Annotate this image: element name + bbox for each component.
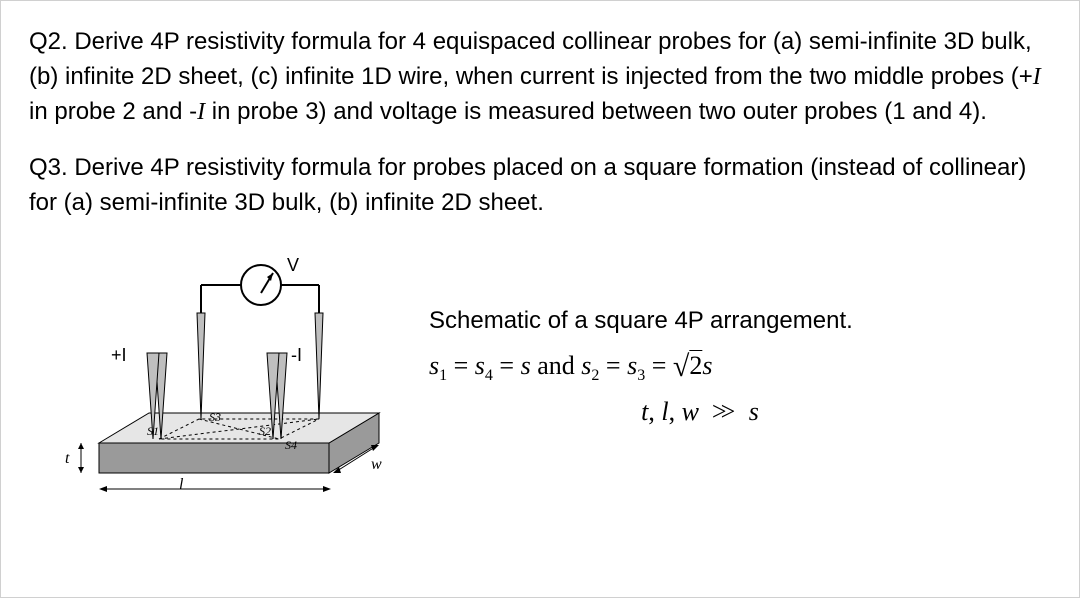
probe-V-right (315, 313, 323, 419)
label-minus-I: -I (291, 345, 302, 365)
eq1-s1-s: s (429, 351, 439, 380)
eq1-sqrt-arg: 2 (689, 351, 702, 380)
probe-V-left (197, 313, 205, 419)
eq1-s4-sub: 4 (485, 367, 493, 384)
sqrt-symbol: √ (673, 350, 689, 383)
label-plus-I: +I (111, 345, 127, 365)
eq2-sep2: , (669, 397, 682, 426)
eq1-eq3: = (606, 351, 627, 380)
q2-part-c: in probe 3) and voltage is measured betw… (205, 98, 987, 125)
caption-column: Schematic of a square 4P arrangement. s1… (409, 302, 1051, 434)
eq1-s4-s: s (475, 351, 485, 380)
eq1-s2-s: s (581, 351, 591, 380)
eq1-s2-sub: 2 (591, 367, 599, 384)
question-3: Q3. Derive 4P resistivity formula for pr… (29, 151, 1051, 221)
eq1-eq1: = (454, 351, 475, 380)
block-top-face (99, 413, 379, 443)
eq1-val-s: s (521, 351, 531, 380)
equation-spacings: s1 = s4 = s and s2 = s3 = √2s (429, 339, 1051, 390)
q2-I-2: I (197, 99, 205, 125)
eq2-gg: >> (712, 397, 729, 426)
figure-square-4p: S1 S2 S3 S4 (29, 243, 409, 493)
voltmeter-icon (241, 265, 281, 305)
eq1-and: and (537, 351, 581, 380)
dim-w-arrow-2 (371, 445, 379, 451)
label-V: V (287, 255, 299, 275)
q2-part-a: Q2. Derive 4P resistivity formula for 4 … (29, 28, 1033, 90)
figure-svg: S1 S2 S3 S4 (29, 243, 409, 493)
dim-l-arrow-r (323, 486, 331, 492)
equation-condition: t, l, w >> s (429, 390, 1051, 434)
page-container: Q2. Derive 4P resistivity formula for 4 … (0, 0, 1080, 598)
label-s4: S4 (285, 438, 297, 452)
dim-t-arrow-top (78, 443, 84, 449)
eq2-l: l (661, 397, 668, 426)
caption-line: Schematic of a square 4P arrangement. (429, 302, 1051, 339)
label-w: w (371, 456, 382, 473)
eq1-s3-sub: 3 (637, 367, 645, 384)
eq1-eq4: = (652, 351, 673, 380)
eq2-sep1: , (648, 397, 661, 426)
label-t: t (65, 450, 70, 467)
label-l: l (179, 476, 184, 493)
q2-I-1: I (1033, 64, 1041, 90)
label-s2: S2 (259, 424, 271, 438)
label-s3: S3 (209, 410, 221, 424)
eq2-s: s (749, 397, 759, 426)
eq1-rhs-s: s (702, 351, 712, 380)
q2-part-b: in probe 2 and - (29, 98, 197, 125)
dim-t-arrow-bot (78, 467, 84, 473)
question-2: Q2. Derive 4P resistivity formula for 4 … (29, 25, 1051, 129)
eq1-eq2: = (499, 351, 520, 380)
eq1-s3-s: s (627, 351, 637, 380)
dim-l-arrow-l (99, 486, 107, 492)
eq1-s1-sub: 1 (439, 367, 447, 384)
lower-row: S1 S2 S3 S4 (29, 243, 1051, 493)
eq2-w: w (682, 397, 699, 426)
